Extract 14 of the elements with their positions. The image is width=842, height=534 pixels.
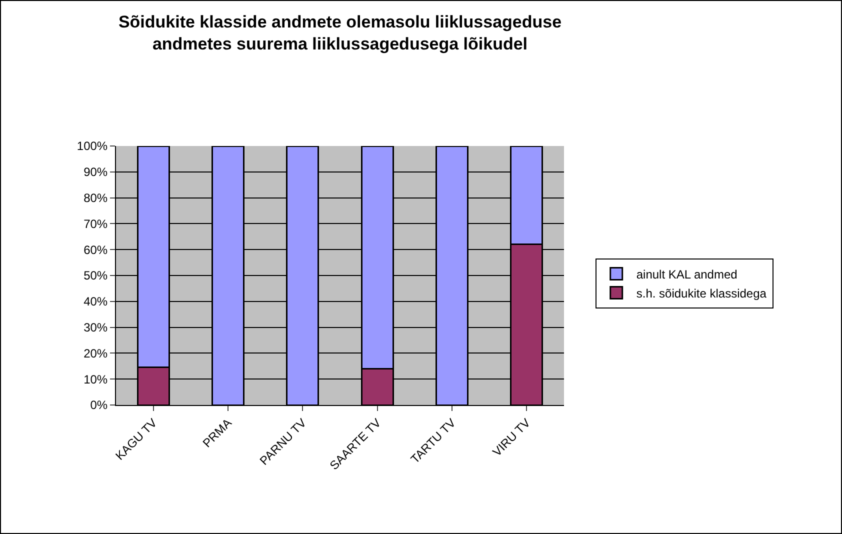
y-tick-label: 0% — [90, 398, 108, 412]
y-tick-label: 80% — [84, 191, 108, 205]
y-tick-label: 40% — [84, 294, 108, 309]
y-tick-label: 20% — [84, 346, 108, 360]
legend-label: ainult KAL andmed — [636, 267, 738, 282]
y-tick-label: 30% — [84, 320, 108, 334]
y-tick-label: 100% — [76, 139, 108, 154]
y-tick-label: 50% — [84, 268, 108, 283]
y-tick-label: 10% — [84, 372, 108, 386]
chart-title: Sõidukite klasside andmete olemasolu liiklussageduse andmetes suurema liiklussagedusega lõikudel — [118, 12, 562, 54]
y-tick-label: 70% — [84, 216, 108, 231]
y-tick-label: 90% — [84, 165, 108, 180]
y-tick-label: 60% — [84, 242, 108, 257]
legend-label: s.h. sõidukite klassidega — [636, 286, 767, 300]
